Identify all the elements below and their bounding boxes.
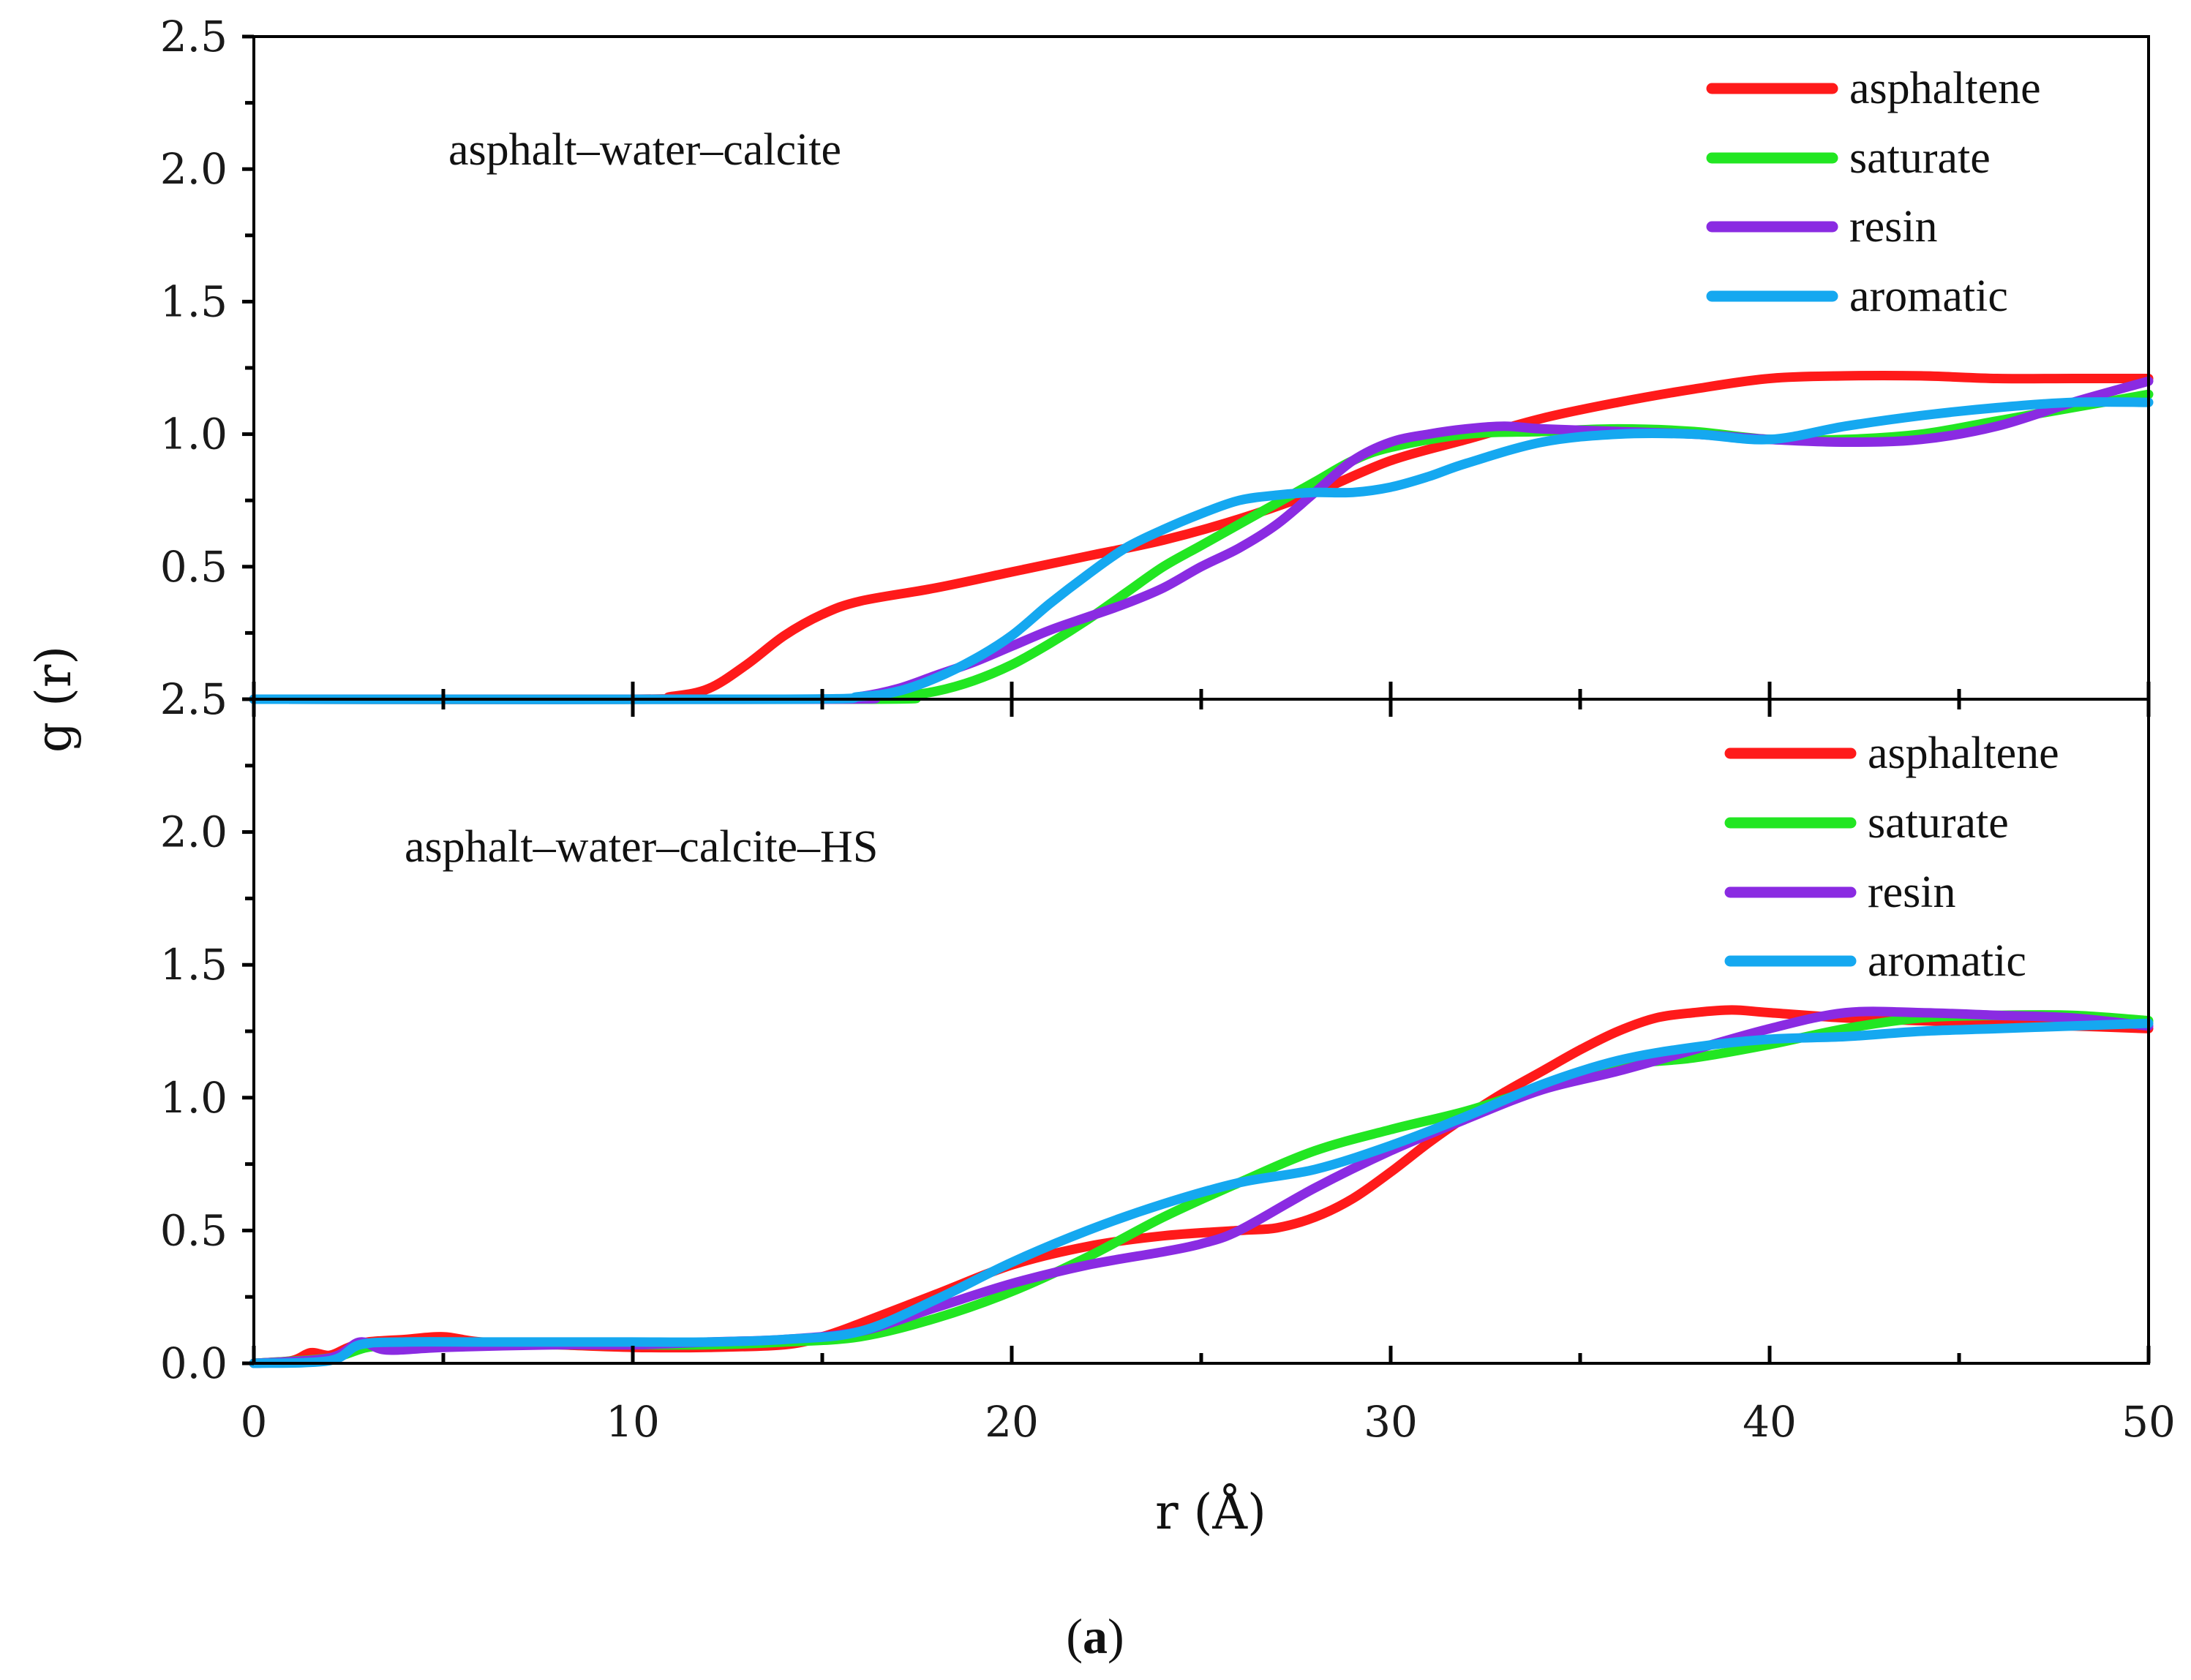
top-legend-label-resin: resin [1849,202,1938,252]
top-ticks-group: 2.5 0.5 1.0 1.5 2.0 2.5 [160,12,2151,724]
caption-close-paren: ) [1108,1608,1124,1664]
x-tick-label: 10 [606,1397,660,1447]
bottom-y-tick-label: 0.5 [160,1205,228,1255]
bottom-y-tick-label: 1.0 [160,1073,228,1123]
bottom-y-tick-label: 0.0 [160,1338,228,1388]
top-legend: asphaltene saturate resin aromatic [1706,64,2041,321]
x-tick-label: 40 [1743,1397,1797,1447]
top-y-tick-label: 1.5 [160,276,228,326]
caption-open-paren: ( [1066,1608,1083,1664]
bottom-legend-label-asphaltene: asphaltene [1868,728,2059,778]
bottom-legend-label-resin: resin [1868,867,1956,917]
bottom-ticks-group: 0 10 20 30 40 50 0.0 0.5 1.0 1.5 2.0 2.5 [160,674,2176,1447]
x-tick-label: 50 [2122,1397,2176,1447]
top-legend-label-aromatic: aromatic [1849,271,2008,321]
figure-caption: (a) [1066,1608,1124,1664]
top-panel-title: asphalt–water–calcite [448,125,841,175]
panel-bottom: 0 10 20 30 40 50 0.0 0.5 1.0 1.5 2.0 2.5 asphalt–wa… [160,674,2176,1447]
bottom-y-tick-label: 2.5 [160,674,228,724]
x-axis-title: r (Å) [1155,1484,1266,1540]
bottom-panel-title: asphalt–water–calcite–HS [405,822,878,872]
top-y-tick-label: 2.5 [160,674,228,724]
bottom-series-line-aromatic [249,1018,2154,1368]
x-tick-label: 30 [1364,1397,1418,1447]
top-legend-label-asphaltene: asphaltene [1849,64,2041,113]
bottom-series-group [249,1005,2154,1368]
top-series-group [249,370,2154,704]
bottom-legend-label-aromatic: aromatic [1868,936,2026,986]
x-tick-label: 0 [241,1397,268,1447]
y-axis-title: g (r) [26,646,82,753]
caption-letter: a [1083,1608,1108,1664]
bottom-legend-label-saturate: saturate [1868,798,2009,848]
top-y-tick-label: 1.0 [160,410,228,459]
bottom-legend: asphaltene saturate resin aromatic [1724,728,2059,986]
top-legend-label-saturate: saturate [1849,133,1991,183]
top-series-line-aromatic [249,397,2154,704]
bottom-plot-frame [252,698,2150,1365]
top-y-tick-label: 2.5 [160,12,228,61]
bottom-y-tick-label: 2.0 [160,807,228,857]
top-y-tick-label: 2.0 [160,144,228,194]
bottom-series-line-asphaltene [249,1005,2154,1368]
bottom-y-tick-label: 1.5 [160,940,228,990]
top-y-tick-label: 0.5 [160,542,228,592]
x-tick-label: 20 [985,1397,1039,1447]
